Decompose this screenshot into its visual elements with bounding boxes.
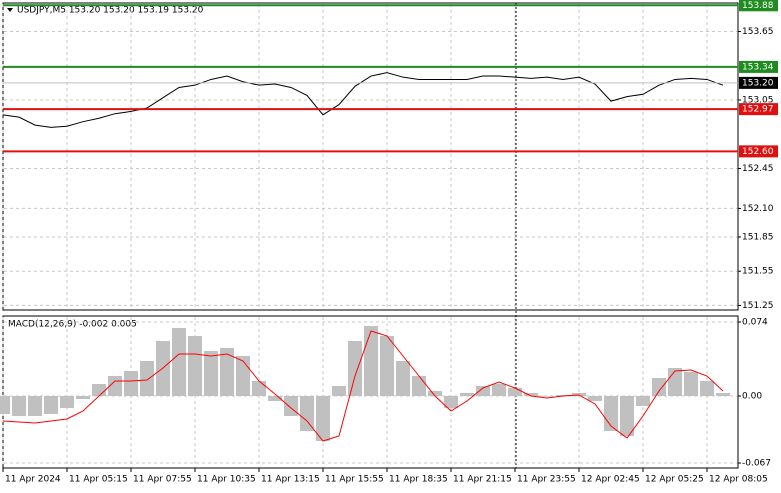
macd-bar xyxy=(284,396,298,416)
y-tick-label: 0.00 xyxy=(742,392,762,402)
menu-arrow xyxy=(7,8,13,12)
macd-bar xyxy=(220,348,234,396)
y-tick-label: 152.10 xyxy=(742,204,774,214)
macd-bar xyxy=(92,384,106,396)
macd-bar xyxy=(460,393,474,396)
current-price-box xyxy=(739,76,778,89)
level-label: 153.34 xyxy=(742,62,774,72)
macd-bar xyxy=(684,372,698,396)
level-label-box xyxy=(739,145,778,158)
macd-bar xyxy=(428,391,442,396)
macd-bar xyxy=(396,361,410,396)
macd-bar xyxy=(412,376,426,396)
macd-bar xyxy=(60,396,74,408)
macd-bar xyxy=(700,381,714,396)
x-tick-label: 11 Apr 18:35 xyxy=(389,475,448,485)
macd-bar xyxy=(76,396,90,399)
level-label-box xyxy=(739,60,778,73)
x-tick-label: 11 Apr 21:15 xyxy=(453,475,512,485)
macd-bar xyxy=(236,356,250,396)
y-tick-label: 153.65 xyxy=(742,27,774,37)
x-tick-label: 11 Apr 15:55 xyxy=(325,475,384,485)
macd-bar xyxy=(716,393,730,396)
x-tick-label: 11 Apr 05:15 xyxy=(69,475,128,485)
macd-bar xyxy=(172,328,186,396)
macd-bar xyxy=(348,341,362,396)
macd-bar xyxy=(636,396,650,406)
macd-bar xyxy=(140,361,154,396)
x-tick-label: 12 Apr 08:05 xyxy=(709,475,768,485)
macd-bar xyxy=(188,336,202,396)
macd-bar xyxy=(316,396,330,441)
macd-bar xyxy=(0,396,10,414)
macd-bar xyxy=(268,396,282,401)
macd-bar xyxy=(540,396,554,397)
macd-bar xyxy=(12,396,26,416)
macd-bar xyxy=(364,326,378,396)
x-tick-label: 11 Apr 07:55 xyxy=(133,475,192,485)
level-label-box xyxy=(739,0,778,12)
y-tick-label: 151.55 xyxy=(742,267,774,277)
y-tick-label: 151.85 xyxy=(742,232,774,242)
signal-line xyxy=(2,330,724,442)
macd-bar xyxy=(204,351,218,396)
macd-bar xyxy=(332,386,346,396)
price-line xyxy=(2,72,724,128)
macd-bar xyxy=(476,386,490,396)
macd-bar xyxy=(620,396,634,436)
y-tick-label: 0.074 xyxy=(742,318,768,328)
level-label-box xyxy=(739,103,778,116)
macd-bar xyxy=(604,396,618,431)
x-tick-label: 11 Apr 10:35 xyxy=(197,475,256,485)
x-tick-label: 11 Apr 2024 xyxy=(5,475,61,485)
macd-bar xyxy=(668,368,682,396)
macd-bar xyxy=(508,388,522,396)
x-tick-label: 12 Apr 05:25 xyxy=(645,475,704,485)
y-tick-label: 153.05 xyxy=(742,96,774,106)
x-tick-label: 11 Apr 23:55 xyxy=(517,475,576,485)
macd-title: MACD(12,26,9) -0.002 0.005 xyxy=(8,320,137,330)
level-label: 153.88 xyxy=(742,1,774,11)
x-tick-label: 12 Apr 02:45 xyxy=(581,475,640,485)
y-tick-label: -0.067 xyxy=(742,459,771,469)
macd-bar xyxy=(652,378,666,396)
chart-title: USDJPY,M5 153.20 153.20 153.19 153.20 xyxy=(17,6,204,16)
x-tick-label: 11 Apr 13:15 xyxy=(261,475,320,485)
macd-bar xyxy=(492,384,506,396)
level-label: 152.60 xyxy=(742,147,774,157)
macd-bar xyxy=(124,371,138,396)
macd-bar xyxy=(380,336,394,396)
macd-bar xyxy=(252,381,266,396)
macd-bar xyxy=(588,396,602,401)
level-label: 152.97 xyxy=(742,105,774,115)
y-tick-label: 152.45 xyxy=(742,164,774,174)
macd-bar xyxy=(44,396,58,414)
y-tick-label: 151.25 xyxy=(742,301,774,311)
macd-bar xyxy=(28,396,42,416)
macd-bar xyxy=(300,396,314,431)
current-price-label: 153.20 xyxy=(742,78,774,88)
macd-bar xyxy=(524,393,538,396)
macd-bar xyxy=(444,396,458,408)
